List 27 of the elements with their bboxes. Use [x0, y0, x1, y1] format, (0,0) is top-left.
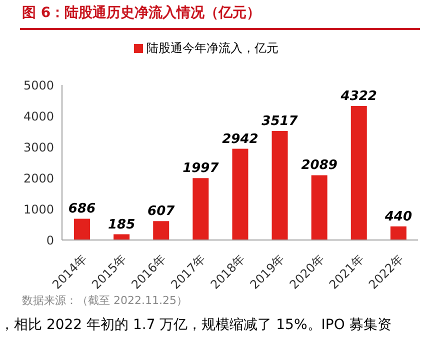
chart-title: 图 6：陆股通历史净流入情况（亿元）	[22, 4, 261, 22]
bar	[192, 178, 209, 240]
data-label: 686	[68, 202, 96, 217]
bar	[350, 106, 367, 240]
y-tick-label: 2000	[23, 171, 54, 186]
y-tick-label: 5000	[23, 78, 54, 92]
data-label: 3517	[262, 114, 299, 129]
y-tick-label: 0	[46, 233, 54, 248]
data-label: 1997	[182, 161, 220, 176]
y-tick-label: 4000	[23, 109, 54, 124]
data-label: 4322	[340, 89, 377, 104]
bar	[153, 221, 170, 240]
text: ，相比 2022 年初的 1.7 万亿，规模缩减了 15%。IPO 募集资	[0, 316, 392, 334]
data-label: 440	[384, 209, 412, 224]
source-note: 数据来源：（截至 2022.11.25）	[22, 293, 188, 308]
bar	[311, 175, 328, 240]
bar	[232, 148, 248, 240]
bar	[390, 226, 406, 240]
bar	[272, 130, 288, 240]
data-label: 2089	[301, 158, 338, 174]
y-tick-label: 3000	[23, 140, 54, 154]
legend-label: 陆股通今年净流入，亿元	[146, 41, 278, 55]
y-tick-label: 1000	[23, 202, 54, 216]
data-label: 2942	[222, 132, 258, 147]
bar	[74, 218, 90, 240]
data-label: 607	[148, 204, 176, 220]
data-label: 185	[108, 217, 136, 232]
